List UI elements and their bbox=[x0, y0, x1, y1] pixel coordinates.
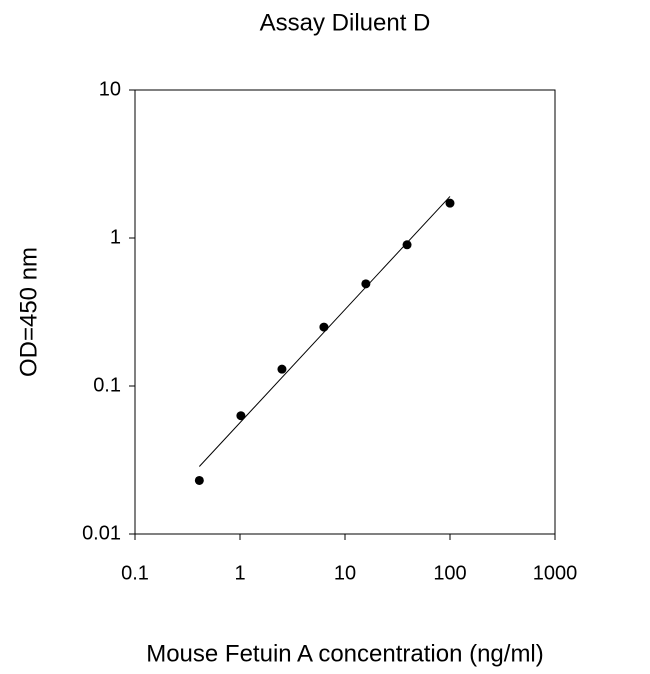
y-tick-label: 1 bbox=[110, 226, 121, 248]
x-axis-label: Mouse Fetuin A concentration (ng/ml) bbox=[146, 640, 544, 667]
y-tick-label: 10 bbox=[99, 78, 121, 100]
data-point bbox=[319, 322, 329, 332]
x-tick-label: 10 bbox=[334, 562, 356, 584]
data-point bbox=[402, 240, 412, 250]
plot-frame bbox=[134, 89, 556, 535]
x-tick-label: 1 bbox=[234, 562, 245, 584]
x-tick-label: 1000 bbox=[533, 562, 578, 584]
y-tick-label: 0.01 bbox=[82, 522, 121, 544]
y-tick-label: 0.1 bbox=[93, 374, 121, 396]
x-tick-label: 0.1 bbox=[121, 562, 149, 584]
data-point bbox=[361, 279, 371, 289]
y-axis-label: OD=450 nm bbox=[15, 247, 42, 377]
data-point bbox=[277, 364, 287, 374]
chart-title: Assay Diluent D bbox=[260, 9, 431, 36]
x-tick-label: 100 bbox=[433, 562, 466, 584]
data-point bbox=[236, 411, 246, 421]
data-point bbox=[445, 198, 455, 208]
data-point bbox=[194, 475, 204, 485]
